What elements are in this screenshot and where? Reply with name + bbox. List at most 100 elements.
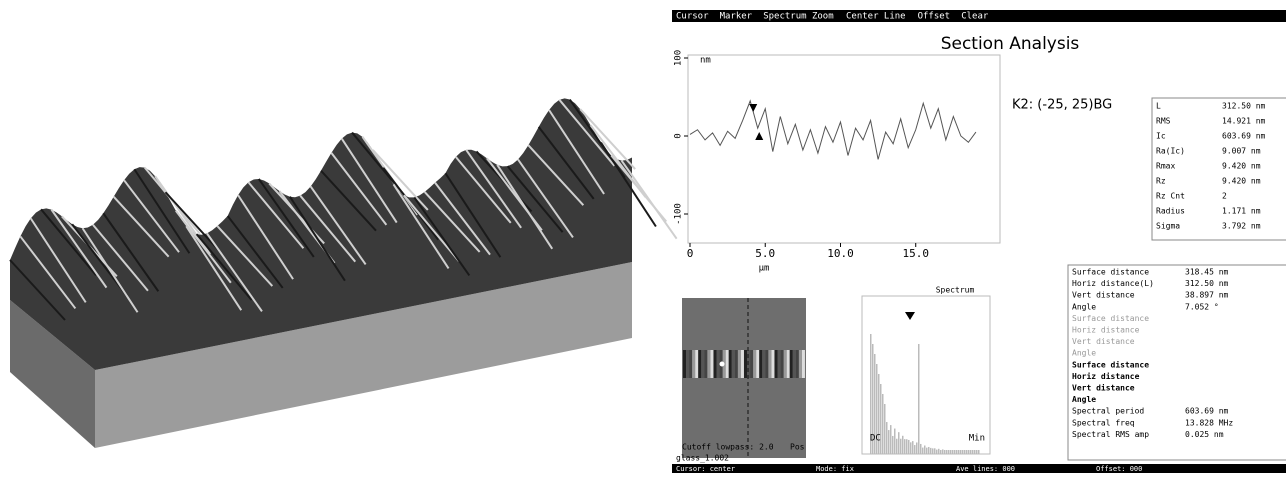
stripe xyxy=(750,350,753,378)
x-tick-label: 5.0 xyxy=(755,247,775,260)
stripe xyxy=(704,350,707,378)
measure-label: Vert distance xyxy=(1072,337,1135,346)
status-item: Offset: 000 xyxy=(1096,465,1142,473)
measure-label: Surface distance xyxy=(1072,314,1149,323)
spectrum-marker xyxy=(905,312,915,320)
spectrum-bar xyxy=(884,404,886,454)
stat-value: 603.69 nm xyxy=(1222,132,1266,141)
spectrum-bar xyxy=(946,450,948,454)
spectrum-bar xyxy=(882,394,884,454)
measure-label: Vert distance xyxy=(1072,291,1135,300)
stripe xyxy=(732,350,735,378)
caption: Cutoff lowpass: 2.0 xyxy=(682,443,774,452)
menu-item[interactable]: Cursor xyxy=(676,12,709,22)
measure-label: Vert distance xyxy=(1072,383,1135,393)
stat-value: 9.420 nm xyxy=(1222,177,1261,186)
x-tick-label: 15.0 xyxy=(902,247,929,260)
menu-item[interactable]: Marker xyxy=(720,12,753,22)
measure-label: Spectral freq xyxy=(1072,418,1135,427)
measure-value: 13.828 MHz xyxy=(1185,418,1233,427)
stripe xyxy=(802,350,805,378)
stripe xyxy=(707,350,710,378)
spectrum-bar xyxy=(912,441,914,454)
stripe xyxy=(701,350,704,378)
stripe xyxy=(738,350,741,378)
profile-line xyxy=(690,101,976,159)
stripe xyxy=(744,350,747,378)
stripe xyxy=(768,350,771,378)
measure-label: Angle xyxy=(1072,395,1096,404)
stat-label: RMS xyxy=(1156,117,1171,126)
stripe xyxy=(796,350,799,378)
stripe xyxy=(695,350,698,378)
spectrum-bar xyxy=(950,450,952,454)
spectrum-bar xyxy=(886,422,888,454)
spectrum-bar xyxy=(896,439,898,454)
spectrum-bar xyxy=(942,449,944,454)
menu-item[interactable]: Center Line xyxy=(846,12,906,22)
stripe xyxy=(762,350,765,378)
image-point xyxy=(720,362,725,367)
stripe xyxy=(775,350,778,378)
menu-item[interactable]: Offset xyxy=(918,12,951,22)
spectrum-bar xyxy=(920,444,922,454)
spectrum-bar xyxy=(970,450,972,454)
x-unit: µm xyxy=(759,264,770,274)
spectrum-bar xyxy=(928,447,930,454)
measure-value: 603.69 nm xyxy=(1185,407,1229,416)
measure-label: Spectral RMS amp xyxy=(1072,430,1149,439)
stripe xyxy=(787,350,790,378)
stripe xyxy=(726,350,729,378)
spectrum-bar xyxy=(966,450,968,454)
cursor-marker xyxy=(749,104,757,112)
surface-3d xyxy=(10,98,677,448)
stripe xyxy=(799,350,802,378)
y-unit: nm xyxy=(700,56,711,66)
y-tick-label: 0 xyxy=(674,133,684,138)
status-item: Ave lines: 000 xyxy=(956,465,1015,473)
measure-label: Surface distance xyxy=(1072,268,1149,277)
stripe xyxy=(778,350,781,378)
measure-label: Horiz distance(L) xyxy=(1072,279,1154,288)
spectrum-bar xyxy=(888,430,890,454)
stripe xyxy=(784,350,787,378)
measure-label: Horiz distance xyxy=(1072,371,1140,381)
menu-item[interactable]: Clear xyxy=(961,12,989,22)
stripe xyxy=(790,350,793,378)
spectrum-bar xyxy=(940,450,942,454)
k2-label: K2: (-25, 25)BG xyxy=(1012,98,1112,113)
measure-label: Spectral period xyxy=(1072,407,1144,416)
stat-value: 2 xyxy=(1222,192,1227,201)
measure-value: 0.025 nm xyxy=(1185,430,1224,439)
spectrum-bar xyxy=(916,442,918,454)
spectrum-bar xyxy=(908,440,910,454)
spectrum-bar xyxy=(900,439,902,454)
stripe xyxy=(692,350,695,378)
measure-value: 318.45 nm xyxy=(1185,268,1229,277)
stripe xyxy=(759,350,762,378)
spectrum-bar xyxy=(976,450,978,454)
stripe xyxy=(698,350,701,378)
stripe xyxy=(765,350,768,378)
x-tick-label: 0 xyxy=(687,247,694,260)
stripe xyxy=(710,350,713,378)
stripe xyxy=(793,350,796,378)
status-item: Mode: fix xyxy=(816,465,854,473)
stripe xyxy=(735,350,738,378)
spectrum-bar xyxy=(898,432,900,454)
y-tick-label: -100 xyxy=(674,203,684,225)
menu-item[interactable]: Spectrum Zoom xyxy=(763,12,833,22)
spectrum-bar xyxy=(892,436,894,454)
spectrum-bar xyxy=(924,445,926,454)
measure-value: 38.897 nm xyxy=(1185,291,1229,300)
spectrum-bar xyxy=(958,450,960,454)
filename: glass_1.002 xyxy=(676,454,729,463)
spectrum-bar xyxy=(936,450,938,454)
stat-value: 3.792 nm xyxy=(1222,222,1261,231)
stat-label: Ic xyxy=(1156,132,1166,141)
spectrum-bar xyxy=(910,442,912,454)
spectrum-bar xyxy=(906,439,908,454)
spectrum-bar xyxy=(968,450,970,454)
spectrum-bars xyxy=(870,334,980,454)
spectrum-bar xyxy=(890,425,892,454)
